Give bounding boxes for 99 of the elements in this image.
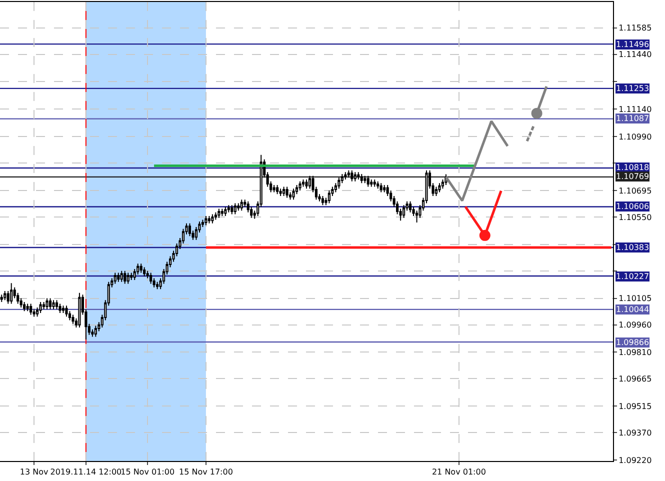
- y-tick-label: 1.11585: [618, 24, 652, 33]
- candlestick: [434, 186, 438, 196]
- candlestick: [272, 184, 276, 193]
- x-tick-label: 15 Nov 01:00: [120, 468, 175, 477]
- candlestick: [402, 204, 406, 218]
- candlestick: [124, 270, 126, 284]
- candlestick: [376, 180, 380, 190]
- candlestick: [373, 178, 376, 188]
- y-tick-label: 1.10550: [618, 212, 652, 222]
- candlestick: [52, 300, 55, 310]
- y-tick-label: 1.09810: [618, 348, 652, 358]
- candlestick: [26, 303, 29, 312]
- candlestick: [360, 174, 363, 184]
- candlestick: [328, 190, 330, 204]
- candlestick: [4, 290, 6, 301]
- candlestick: [227, 204, 230, 213]
- y-tick-label: 1.11440: [618, 50, 652, 60]
- ref-line-label: 1.10383: [616, 243, 650, 252]
- y-tick-label: 1.10695: [618, 186, 652, 196]
- candlestick: [143, 266, 146, 277]
- y-tick-label: 1.10105: [618, 294, 652, 304]
- candlestick: [48, 298, 52, 310]
- candlestick: [120, 270, 123, 282]
- candlestick: [347, 170, 350, 178]
- candlestick: [364, 175, 366, 184]
- candlestick: [240, 199, 243, 212]
- candlestick: [279, 188, 282, 196]
- candlestick: [114, 272, 116, 284]
- y-tick-label: 1.09515: [618, 402, 652, 411]
- candlestick: [150, 272, 152, 284]
- candlestick: [282, 186, 286, 196]
- ref-line-label: 1.10818: [616, 163, 650, 172]
- candlestick: [23, 301, 26, 312]
- candlestick: [380, 182, 382, 193]
- y-tick-label: 1.09370: [618, 428, 652, 438]
- x-tick-label: 21 Nov 01:00: [432, 468, 486, 477]
- candlestick: [94, 325, 97, 338]
- ref-line-label: 1.10044: [616, 305, 650, 314]
- candlestick: [214, 212, 217, 220]
- candlestick: [72, 314, 74, 324]
- candlestick: [276, 184, 279, 195]
- candlestick: [286, 186, 288, 198]
- candlestick: [220, 208, 224, 217]
- ref-line-label: 1.10227: [616, 272, 650, 281]
- candlestick: [354, 172, 356, 182]
- candlestick: [302, 178, 305, 188]
- candlestick: [350, 170, 354, 182]
- candlestick: [58, 303, 62, 314]
- candlestick: [338, 177, 340, 190]
- candlestick: [156, 281, 159, 290]
- x-tick-label: 15 Nov 17:00: [178, 468, 233, 477]
- candlestick: [218, 208, 220, 218]
- candlestick: [237, 202, 240, 212]
- candlestick: [140, 263, 142, 274]
- candlestick: [188, 222, 192, 237]
- candlestick: [65, 305, 68, 318]
- candlestick: [204, 216, 208, 226]
- candlestick: [366, 175, 370, 188]
- y-tick-label: 1.10990: [618, 132, 652, 142]
- x-tick-label: 2019.11.14 12:00: [50, 468, 122, 477]
- ref-line-label: 1.11253: [616, 84, 650, 93]
- candlestick: [408, 200, 412, 213]
- candlestick: [321, 195, 324, 206]
- candlestick: [10, 282, 13, 304]
- candlestick: [208, 216, 210, 224]
- candlestick: [370, 178, 373, 188]
- candlestick: [42, 301, 46, 310]
- candlestick: [292, 188, 295, 200]
- candlestick: [30, 303, 32, 316]
- candlestick: [126, 272, 130, 284]
- candlestick: [308, 175, 312, 190]
- y-tick-label: 1.11140: [618, 104, 652, 114]
- y-tick-label: 1.09220: [618, 456, 652, 465]
- ref-line-label: 1.10769: [616, 172, 650, 181]
- candlestick: [211, 214, 214, 224]
- candlestick: [234, 202, 236, 215]
- ref-line-label: 1.09866: [616, 338, 650, 347]
- candlestick: [130, 272, 133, 281]
- candlestick: [230, 204, 234, 215]
- y-tick-label: 1.09665: [618, 374, 652, 384]
- candlestick: [224, 206, 227, 217]
- candlestick: [39, 301, 42, 314]
- candlestick: [117, 272, 120, 282]
- x-tick-label: 13 Nov: [20, 468, 48, 477]
- candlestick: [78, 292, 81, 328]
- candlestick: [305, 178, 308, 190]
- candlestick: [46, 298, 48, 310]
- line-series: [444, 120, 509, 202]
- candlestick: [357, 172, 360, 180]
- candlestick: [383, 184, 386, 193]
- y-tick-label: 1.09960: [618, 320, 652, 330]
- ref-line-label: 1.11087: [616, 114, 650, 123]
- candlestick: [438, 182, 441, 193]
- ref-line-label: 1.10606: [616, 202, 650, 211]
- ref-line-label: 1.11496: [616, 40, 650, 49]
- candlestick: [55, 300, 58, 310]
- candlestick: [298, 180, 302, 191]
- candlestick: [62, 305, 65, 314]
- candlestick: [344, 172, 347, 180]
